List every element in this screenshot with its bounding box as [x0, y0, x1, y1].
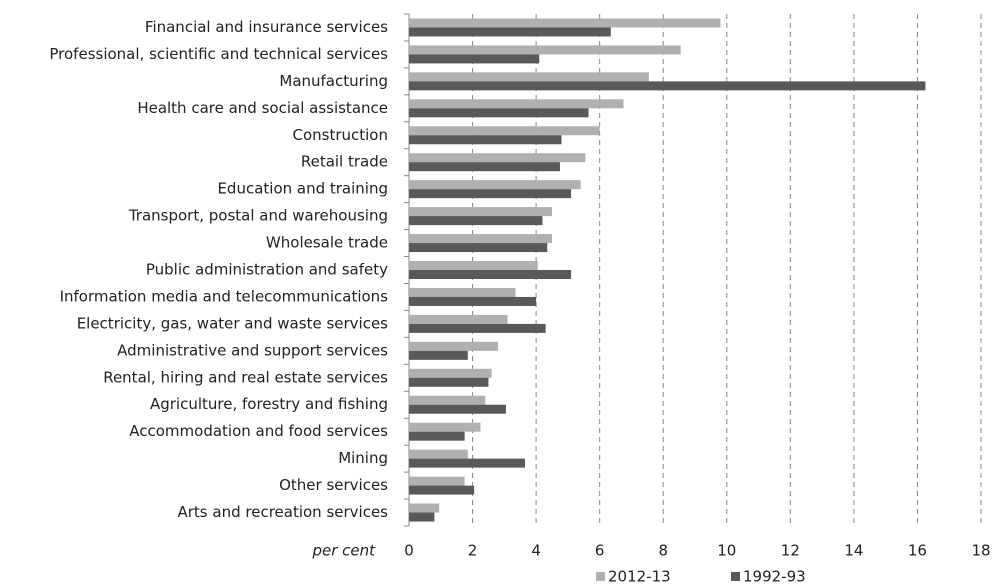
bar: [409, 207, 552, 217]
y-tick-label: Accommodation and food services: [129, 422, 388, 440]
bar: [409, 503, 440, 513]
y-tick-label: Agriculture, forestry and fishing: [150, 395, 388, 413]
bar: [409, 287, 516, 297]
bar: [409, 126, 600, 136]
bar: [409, 431, 465, 441]
bar: [409, 422, 481, 432]
x-tick-label: 14: [844, 542, 863, 560]
bar: [409, 99, 624, 109]
bar: [409, 234, 552, 244]
y-tick-label: Rental, hiring and real estate services: [103, 368, 388, 386]
bar: [409, 243, 548, 253]
y-tick-label: Education and training: [217, 180, 388, 198]
bar: [409, 296, 537, 306]
legend-swatch: [731, 572, 740, 581]
bar: [409, 368, 492, 378]
bar: [409, 153, 586, 163]
y-tick-label: Health care and social assistance: [137, 99, 388, 117]
x-axis-label: per cent: [311, 542, 376, 560]
bar: [409, 350, 468, 360]
y-tick-label: Administrative and support services: [117, 341, 388, 359]
y-tick-label: Financial and insurance services: [145, 18, 388, 36]
x-tick-label: 10: [717, 542, 736, 560]
legend-label: 1992-93: [743, 568, 806, 586]
bar: [409, 189, 572, 199]
bar: [409, 404, 506, 414]
bar: [409, 180, 581, 190]
y-tick-label: Professional, scientific and technical s…: [49, 45, 388, 63]
legend-label: 2012-13: [608, 568, 671, 586]
bar: [409, 476, 465, 486]
legend-swatch: [596, 572, 605, 581]
bar: [409, 216, 543, 226]
bar: [409, 72, 649, 82]
y-tick-label: Other services: [279, 476, 388, 494]
bar: [409, 108, 589, 118]
bar: [409, 45, 681, 55]
x-tick-label: 18: [971, 542, 990, 560]
bar: [409, 323, 546, 333]
y-tick-label: Construction: [292, 126, 388, 144]
bar: [409, 395, 486, 405]
x-tick-label: 8: [658, 542, 668, 560]
y-tick-label: Wholesale trade: [266, 234, 388, 252]
y-tick-label: Mining: [338, 449, 388, 467]
y-tick-label: Information media and telecommunications: [60, 287, 389, 305]
bar: [409, 18, 721, 28]
bar: [409, 485, 475, 495]
y-tick-label: Manufacturing: [279, 72, 388, 90]
bar: [409, 135, 562, 145]
bar: [409, 54, 540, 64]
y-tick-label: Public administration and safety: [146, 261, 388, 279]
y-tick-label: Arts and recreation services: [178, 503, 389, 521]
bar: [409, 81, 926, 91]
y-tick-label: Electricity, gas, water and waste servic…: [77, 314, 388, 332]
bar: [409, 261, 538, 270]
bar: [409, 341, 498, 351]
x-tick-label: 12: [781, 542, 800, 560]
bar: [409, 512, 435, 522]
y-tick-label: Retail trade: [301, 153, 388, 171]
x-tick-label: 6: [595, 542, 605, 560]
bar: [409, 27, 611, 37]
bar: [409, 270, 572, 279]
bar: [409, 458, 525, 468]
bar: [409, 162, 560, 172]
x-tick-label: 4: [531, 542, 541, 560]
x-tick-label: 0: [404, 542, 414, 560]
x-tick-label: 2: [468, 542, 478, 560]
bar: [409, 377, 489, 387]
x-tick-label: 16: [908, 542, 927, 560]
y-tick-label: Transport, postal and warehousing: [128, 207, 388, 225]
bar: [409, 314, 508, 324]
bar: [409, 449, 468, 459]
